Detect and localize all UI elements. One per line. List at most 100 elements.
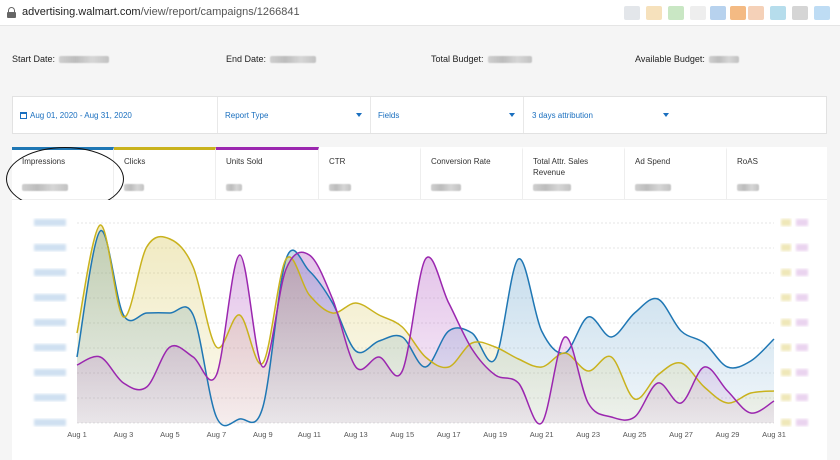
redacted-axis-label — [34, 294, 66, 301]
metric-tabs: Impressions Clicks Units Sold CTR Conver… — [12, 147, 827, 200]
series-line-1 — [76, 224, 775, 404]
extension-icon[interactable] — [770, 6, 786, 20]
redacted-value — [59, 55, 110, 63]
tab-ad-spend[interactable]: Ad Spend — [625, 147, 727, 199]
chevron-down-icon — [356, 113, 362, 117]
redacted-value — [329, 184, 351, 191]
extension-icon[interactable] — [624, 6, 640, 20]
total-budget-label: Total Budget: — [431, 54, 484, 64]
x-tick-label: Aug 7 — [207, 430, 227, 439]
calendar-icon — [20, 111, 27, 119]
report-type-dropdown[interactable]: Report Type — [218, 97, 371, 133]
redacted-value — [737, 184, 759, 191]
redacted-axis-label — [796, 344, 808, 351]
redacted-axis-label — [781, 394, 791, 401]
x-tick-label: Aug 31 — [762, 430, 786, 439]
redacted-axis-label — [781, 294, 791, 301]
fields-dropdown[interactable]: Fields — [371, 97, 524, 133]
total-budget: Total Budget: — [431, 54, 532, 64]
tab-label: Total Attr. Sales Revenue — [533, 157, 589, 177]
redacted-value — [487, 55, 532, 63]
extension-icon[interactable] — [668, 6, 684, 20]
redacted-value — [270, 55, 317, 63]
chevron-down-icon — [663, 113, 669, 117]
redacted-value — [226, 184, 242, 191]
redacted-axis-label — [781, 419, 791, 426]
filter-bar: Aug 01, 2020 - Aug 31, 2020 Report Type … — [12, 96, 827, 134]
tab-conversion-rate[interactable]: Conversion Rate — [421, 147, 523, 199]
redacted-value — [708, 55, 739, 63]
report-type-label: Report Type — [225, 110, 269, 120]
extension-icon[interactable] — [646, 6, 662, 20]
x-tick-label: Aug 5 — [160, 430, 180, 439]
redacted-axis-label — [34, 419, 66, 426]
redacted-axis-label — [796, 319, 808, 326]
x-tick-label: Aug 25 — [623, 430, 647, 439]
redacted-value — [533, 184, 571, 191]
x-tick-label: Aug 27 — [669, 430, 693, 439]
x-tick-label: Aug 19 — [483, 430, 507, 439]
chart-area: Aug 1 Aug 3 Aug 5 Aug 7 Aug 9 Aug 11 Aug 13 Aug… — [12, 200, 827, 460]
tab-label: CTR — [329, 157, 346, 166]
redacted-value — [124, 184, 144, 191]
extension-icon[interactable] — [814, 6, 830, 20]
chevron-down-icon — [509, 113, 515, 117]
extension-icon[interactable] — [690, 6, 706, 20]
redacted-axis-label — [781, 319, 791, 326]
redacted-axis-label — [34, 219, 66, 226]
redacted-axis-label — [796, 244, 808, 251]
x-tick-label: Aug 17 — [437, 430, 461, 439]
extension-icon[interactable] — [792, 6, 808, 20]
line-chart: Aug 1 Aug 3 Aug 5 Aug 7 Aug 9 Aug 11 Aug 13 Aug… — [34, 219, 808, 439]
redacted-axis-label — [34, 344, 66, 351]
redacted-axis-label — [34, 269, 66, 276]
x-tick-label: Aug 15 — [390, 430, 414, 439]
tab-units-sold[interactable]: Units Sold — [216, 147, 319, 199]
url-field[interactable]: advertising.walmart.com/view/report/camp… — [22, 6, 300, 18]
tab-label: Ad Spend — [635, 157, 671, 166]
redacted-axis-label — [781, 244, 791, 251]
date-range-picker[interactable]: Aug 01, 2020 - Aug 31, 2020 — [13, 97, 218, 133]
tab-ctr[interactable]: CTR — [319, 147, 421, 199]
extension-icon[interactable] — [748, 6, 764, 20]
redacted-axis-label — [796, 419, 808, 426]
redacted-value — [431, 184, 461, 191]
tab-total-attr-sales-revenue[interactable]: Total Attr. Sales Revenue — [523, 147, 625, 199]
redacted-axis-label — [34, 319, 66, 326]
start-date-label: Start Date: — [12, 54, 56, 64]
redacted-axis-label — [781, 344, 791, 351]
redacted-axis-label — [34, 369, 66, 376]
redacted-axis-label — [34, 244, 66, 251]
redacted-axis-label — [796, 269, 808, 276]
attribution-label: 3 days attribution — [532, 110, 593, 120]
x-tick-label: Aug 23 — [576, 430, 600, 439]
fields-label: Fields — [378, 110, 400, 120]
redacted-axis-label — [34, 394, 66, 401]
series-line-2 — [76, 251, 775, 425]
date-range-label: Aug 01, 2020 - Aug 31, 2020 — [30, 110, 132, 120]
tab-clicks[interactable]: Clicks — [114, 147, 216, 199]
tab-label: Clicks — [124, 157, 146, 166]
tab-label: Conversion Rate — [431, 157, 491, 166]
tab-roas[interactable]: RoAS — [727, 147, 827, 199]
attribution-dropdown[interactable]: 3 days attribution — [524, 97, 677, 133]
x-tick-label: Aug 29 — [716, 430, 740, 439]
x-tick-label: Aug 1 — [67, 430, 87, 439]
redacted-axis-label — [796, 394, 808, 401]
redacted-axis-label — [796, 369, 808, 376]
extension-icon[interactable] — [710, 6, 726, 20]
start-date: Start Date: — [12, 54, 110, 64]
x-tick-label: Aug 11 — [298, 430, 321, 439]
series-line-0 — [76, 230, 775, 427]
available-budget: Available Budget: — [635, 54, 739, 64]
redacted-axis-label — [781, 219, 791, 226]
tab-label: RoAS — [737, 157, 758, 166]
x-tick-label: Aug 21 — [530, 430, 554, 439]
extension-icon[interactable] — [730, 6, 746, 20]
series-area-2 — [77, 252, 774, 424]
browser-address-bar: advertising.walmart.com/view/report/camp… — [0, 0, 840, 26]
redacted-value — [635, 184, 671, 191]
x-tick-label: Aug 13 — [344, 430, 368, 439]
redacted-axis-label — [796, 294, 808, 301]
end-date: End Date: — [226, 54, 317, 64]
